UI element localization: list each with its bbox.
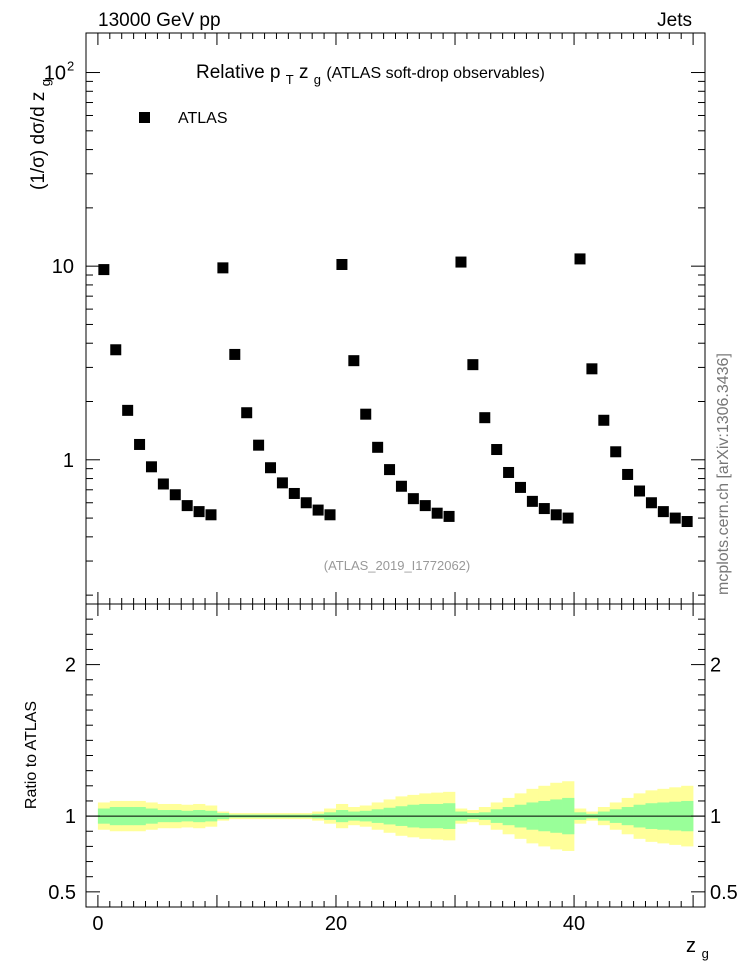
- x-axis-title-main: z: [686, 935, 696, 957]
- data-point: [491, 444, 503, 456]
- data-point: [336, 258, 348, 270]
- data-point: [98, 264, 110, 276]
- ratio-y-tick-label-left: 0.5: [48, 882, 76, 904]
- data-point: [514, 481, 526, 493]
- x-tick-labels: 0 20 40: [92, 913, 585, 935]
- data-point: [276, 477, 288, 489]
- data-points: [98, 253, 693, 528]
- data-point: [312, 504, 324, 516]
- data-point: [134, 438, 146, 450]
- data-point: [253, 439, 265, 451]
- ratio-panel-frame: [85, 603, 706, 908]
- data-point: [598, 414, 610, 426]
- data-point: [562, 512, 574, 524]
- data-point: [645, 497, 657, 509]
- data-point: [110, 344, 122, 356]
- analysis-tag: (ATLAS_2019_I1772062): [324, 558, 470, 573]
- data-point: [634, 485, 646, 497]
- chart-title-sub2: g: [314, 72, 321, 87]
- x-axis-title-sub: g: [702, 946, 709, 961]
- data-point: [157, 478, 169, 490]
- chart-title: Relative p T z g (ATLAS soft-drop observ…: [196, 62, 545, 89]
- data-point: [574, 253, 586, 265]
- data-point: [622, 468, 634, 480]
- data-point: [526, 495, 538, 507]
- y-axis-title-main: (1/σ) dσ/d z: [28, 92, 49, 190]
- data-point: [455, 256, 467, 268]
- data-point: [395, 480, 407, 492]
- data-point: [229, 348, 241, 360]
- ratio-y-tick-label-left: 2: [65, 655, 76, 677]
- data-point: [407, 493, 419, 505]
- data-point: [550, 509, 562, 521]
- data-point: [372, 441, 384, 453]
- y-tick-label: 1: [63, 450, 74, 472]
- y-tick-label-exponent: 2: [67, 59, 74, 74]
- data-point: [217, 262, 229, 274]
- data-point: [324, 509, 336, 521]
- data-point: [288, 487, 300, 499]
- y-axis-title: (1/σ) dσ/d z g: [28, 79, 53, 190]
- mcplots-credit: mcplots.cern.ch [arXiv:1306.3436]: [715, 353, 732, 595]
- ratio-y-tick-label-left: 1: [65, 806, 76, 828]
- data-point: [610, 446, 622, 458]
- data-point: [538, 503, 550, 515]
- x-tick-label: 20: [325, 913, 347, 935]
- data-point: [384, 464, 396, 476]
- data-point: [122, 404, 134, 416]
- legend-label-atlas: ATLAS: [178, 110, 228, 127]
- data-point: [681, 516, 693, 528]
- data-point: [503, 466, 515, 478]
- energy-label: 13000 GeV pp: [98, 10, 221, 31]
- y-tick-label: 10: [44, 63, 66, 85]
- data-point: [431, 507, 443, 519]
- data-point: [443, 510, 455, 522]
- y-tick-label: 10: [52, 256, 74, 278]
- category-label: Jets: [657, 10, 692, 31]
- ratio-y-title: Ratio to ATLAS: [23, 701, 40, 809]
- data-point: [360, 408, 372, 420]
- y-axis-title-sub: g: [38, 79, 53, 86]
- data-point: [657, 506, 669, 518]
- data-point: [348, 355, 360, 367]
- data-point: [169, 489, 181, 501]
- ratio-y-tick-label-right: 1: [710, 806, 721, 828]
- x-tick-label: 0: [92, 913, 103, 935]
- x-axis-title: z g: [686, 935, 709, 961]
- chart-title-mid: z: [299, 62, 309, 83]
- ratio-panel: 0.5 0.5 1 1 2 2 Ratio to ATLAS: [23, 603, 738, 908]
- x-tick-label: 40: [563, 913, 585, 935]
- data-point: [205, 509, 217, 521]
- chart-title-sub1: T: [286, 72, 294, 87]
- data-point: [586, 363, 598, 375]
- data-point: [300, 497, 312, 509]
- chart-title-main: Relative p: [196, 62, 281, 83]
- data-point: [265, 462, 277, 474]
- ratio-axis-ticks: 0.5 0.5 1 1 2 2: [48, 604, 738, 907]
- data-point: [419, 500, 431, 512]
- ratio-y-tick-label-right: 2: [710, 655, 721, 677]
- svg-text:(1/σ) dσ/d z g: (1/σ) dσ/d z g: [28, 79, 53, 190]
- chart-title-tail: (ATLAS soft-drop observables): [326, 65, 544, 82]
- data-point: [669, 512, 681, 524]
- data-point: [241, 407, 253, 419]
- data-point: [467, 359, 479, 371]
- data-point: [145, 461, 157, 473]
- legend-marker-atlas: [139, 112, 150, 123]
- data-point: [181, 500, 193, 512]
- data-point: [479, 412, 491, 424]
- data-point: [193, 506, 205, 518]
- ratio-y-tick-label-right: 0.5: [710, 882, 738, 904]
